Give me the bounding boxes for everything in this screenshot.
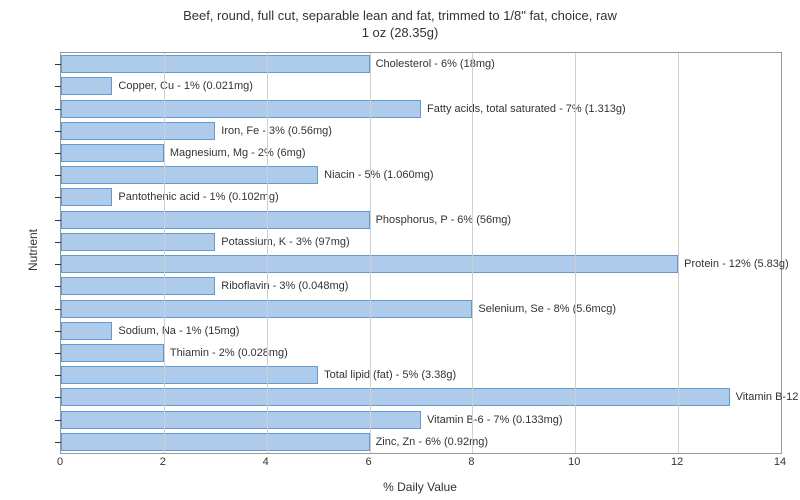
y-tick	[55, 197, 61, 198]
bar	[61, 322, 112, 340]
bar-label: Riboflavin - 3% (0.048mg)	[221, 277, 348, 295]
gridline	[267, 53, 268, 453]
y-tick	[55, 131, 61, 132]
y-axis-label: Nutrient	[26, 229, 40, 271]
bar-label: Zinc, Zn - 6% (0.92mg)	[376, 433, 488, 451]
bar	[61, 144, 164, 162]
y-tick	[55, 286, 61, 287]
y-tick	[55, 353, 61, 354]
bar	[61, 55, 370, 73]
gridline	[575, 53, 576, 453]
bar-label: Iron, Fe - 3% (0.56mg)	[221, 122, 332, 140]
gridline	[472, 53, 473, 453]
x-tick-label: 10	[568, 456, 580, 468]
y-tick	[55, 175, 61, 176]
bar-label: Thiamin - 2% (0.028mg)	[170, 344, 288, 362]
bar	[61, 411, 421, 429]
bar-label: Copper, Cu - 1% (0.021mg)	[118, 77, 253, 95]
bar-label: Protein - 12% (5.83g)	[684, 255, 789, 273]
bar	[61, 188, 112, 206]
bar	[61, 166, 318, 184]
bar-label: Vitamin B-6 - 7% (0.133mg)	[427, 411, 563, 429]
y-tick	[55, 442, 61, 443]
bar	[61, 433, 370, 451]
x-tick-label: 6	[366, 456, 372, 468]
bar	[61, 344, 164, 362]
bar	[61, 366, 318, 384]
y-tick	[55, 109, 61, 110]
y-tick	[55, 86, 61, 87]
x-tick-label: 0	[57, 456, 63, 468]
title-line-2: 1 oz (28.35g)	[362, 25, 439, 40]
bar-label: Cholesterol - 6% (18mg)	[376, 55, 495, 73]
bar	[61, 211, 370, 229]
x-axis-label: % Daily Value	[60, 480, 780, 494]
bar	[61, 388, 730, 406]
x-tick-label: 12	[671, 456, 683, 468]
x-tick-label: 14	[774, 456, 786, 468]
bar-label: Fatty acids, total saturated - 7% (1.313…	[427, 100, 626, 118]
y-tick	[55, 397, 61, 398]
y-tick	[55, 220, 61, 221]
bar-label: Pantothenic acid - 1% (0.102mg)	[118, 188, 278, 206]
bar-label: Potassium, K - 3% (97mg)	[221, 233, 349, 251]
bar	[61, 100, 421, 118]
gridline	[164, 53, 165, 453]
bar	[61, 277, 215, 295]
bar-label: Phosphorus, P - 6% (56mg)	[376, 211, 512, 229]
bar-label: Niacin - 5% (1.060mg)	[324, 166, 433, 184]
y-tick	[55, 375, 61, 376]
y-tick	[55, 242, 61, 243]
x-tick-label: 8	[468, 456, 474, 468]
x-tick-label: 4	[263, 456, 269, 468]
title-line-1: Beef, round, full cut, separable lean an…	[183, 8, 617, 23]
bar	[61, 122, 215, 140]
gridline	[370, 53, 371, 453]
y-tick	[55, 153, 61, 154]
plot-area: Cholesterol - 6% (18mg) Copper, Cu - 1% (…	[60, 52, 782, 454]
bar-label: Vitamin B-12 - 13% (0.80mcg)	[736, 388, 800, 406]
bars-layer: Cholesterol - 6% (18mg) Copper, Cu - 1% (…	[61, 53, 781, 453]
gridline	[678, 53, 679, 453]
bar-label: Selenium, Se - 8% (5.6mcg)	[478, 300, 616, 318]
y-tick	[55, 420, 61, 421]
bar	[61, 77, 112, 95]
y-tick	[55, 309, 61, 310]
bar-label: Sodium, Na - 1% (15mg)	[118, 322, 239, 340]
bar-label: Magnesium, Mg - 2% (6mg)	[170, 144, 306, 162]
nutrient-chart: Beef, round, full cut, separable lean an…	[0, 0, 800, 500]
y-tick	[55, 264, 61, 265]
bar	[61, 233, 215, 251]
y-tick	[55, 331, 61, 332]
chart-title: Beef, round, full cut, separable lean an…	[0, 0, 800, 42]
x-tick-label: 2	[160, 456, 166, 468]
y-tick	[55, 64, 61, 65]
bar-label: Total lipid (fat) - 5% (3.38g)	[324, 366, 456, 384]
